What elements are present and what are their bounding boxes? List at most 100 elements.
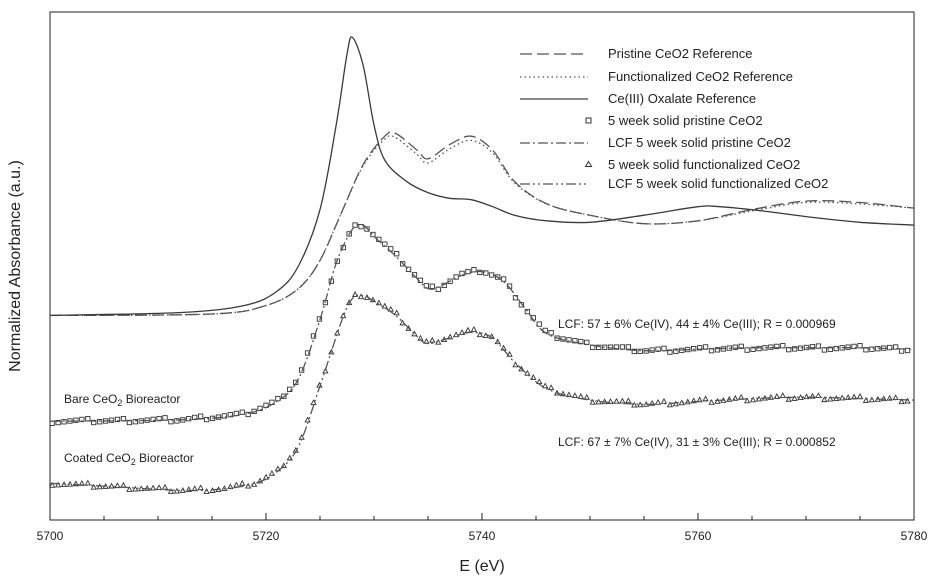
legend-label-lcf-functionalized: LCF 5 week solid functionalized CeO2 [608, 176, 828, 191]
data-point-triangle [245, 482, 252, 489]
data-point-square [239, 409, 245, 415]
data-point-triangle [815, 392, 822, 399]
data-point-square [411, 272, 418, 278]
data-point-triangle [708, 398, 715, 405]
data-point-triangle [809, 392, 816, 399]
data-point-square [471, 267, 477, 273]
series-oxalate-ref-line [49, 36, 915, 317]
series-oxalate-ref [49, 36, 915, 317]
label-coated-bioreactor: Coated CeO2 Bioreactor [64, 451, 194, 467]
legend: Pristine CeO2 Reference Functionalized C… [520, 46, 828, 191]
data-point-square [792, 346, 798, 352]
data-point-triangle [595, 398, 602, 405]
data-point-square [780, 343, 786, 349]
data-point-triangle [334, 329, 341, 336]
data-point-square [364, 226, 370, 232]
data-point-triangle [886, 394, 893, 401]
data-point-square [174, 418, 180, 424]
data-point-square [150, 416, 156, 423]
data-point-square [601, 344, 608, 350]
data-point-triangle [530, 374, 537, 380]
data-point-triangle [690, 397, 697, 404]
data-point-triangle [476, 331, 483, 338]
data-point-triangle [233, 481, 240, 488]
data-point-square [732, 344, 738, 350]
x-tick-label: 5780 [901, 529, 928, 543]
x-tick-label: 5740 [469, 529, 496, 543]
data-point-square [198, 413, 204, 419]
data-point-square [477, 269, 483, 276]
series-lcf-pristine-line [49, 223, 915, 422]
data-point-square [114, 416, 121, 423]
data-point-triangle [743, 397, 751, 404]
data-point-triangle [72, 480, 80, 487]
x-tick-label: 5720 [253, 529, 280, 543]
data-point-square [108, 417, 115, 423]
data-point-square [661, 345, 667, 352]
data-point-triangle [559, 390, 567, 397]
data-point-triangle [90, 483, 97, 490]
data-point-square [483, 270, 489, 276]
data-point-square [346, 231, 352, 237]
data-point-triangle [726, 395, 733, 402]
data-point-square [257, 405, 263, 412]
data-point-square [809, 344, 816, 350]
series-lcf-functionalized [49, 294, 915, 492]
legend-label-pristine-ref: Pristine CeO2 Reference [608, 46, 753, 61]
data-point-triangle [132, 485, 139, 492]
data-point-square [869, 346, 875, 352]
data-point-square [186, 416, 192, 422]
data-point-triangle [60, 481, 68, 487]
data-point-square [287, 386, 293, 392]
data-point-square [625, 344, 631, 350]
data-point-triangle [262, 473, 270, 480]
data-point-triangle [155, 484, 163, 491]
data-point-square [631, 348, 637, 355]
data-point-square [887, 344, 893, 351]
legend-label-functionalized-ref: Functionalized CeO2 Reference [608, 69, 793, 84]
data-point-square [61, 419, 67, 425]
data-point-square [857, 343, 863, 349]
data-point-triangle [844, 394, 852, 400]
data-point-triangle [880, 395, 887, 402]
annotation-pristine-fit: LCF: 57 ± 6% Ce(IV), 44 ± 4% Ce(III); R … [558, 317, 836, 331]
data-point-square [405, 266, 412, 272]
data-point-triangle [732, 394, 739, 401]
data-point-triangle [797, 394, 804, 400]
data-point-triangle [49, 482, 56, 488]
data-point-triangle [357, 293, 365, 300]
data-point-square [495, 274, 501, 280]
data-point-triangle [149, 484, 157, 491]
data-point-square [55, 419, 61, 426]
data-point-square [637, 348, 643, 354]
data-point-triangle [631, 401, 638, 408]
data-point-square [566, 337, 572, 343]
data-point-square [726, 345, 732, 351]
data-point-triangle [666, 401, 674, 408]
data-point-triangle [328, 348, 335, 355]
data-point-square [97, 419, 103, 425]
data-point-square [750, 346, 756, 352]
data-point-triangle [405, 325, 412, 331]
data-point-triangle [524, 369, 531, 376]
data-point-triangle [512, 361, 519, 368]
data-point-triangle [785, 395, 792, 402]
data-point-square [714, 347, 721, 353]
data-point-square [394, 251, 400, 257]
data-point-square [827, 346, 833, 352]
data-point-square [304, 350, 311, 356]
data-point-square [429, 283, 435, 289]
data-point-triangle [868, 396, 876, 403]
data-point-triangle [542, 382, 549, 389]
data-point-triangle [393, 309, 400, 316]
data-point-square [691, 346, 697, 352]
annotation-functionalized-fit: LCF: 67 ± 7% Ce(IV), 31 ± 3% Ce(III); R … [558, 435, 836, 449]
data-point-triangle [375, 299, 383, 306]
data-point-triangle [749, 396, 757, 403]
series-layer [49, 36, 915, 494]
data-point-square [245, 411, 251, 418]
data-point-square [370, 231, 376, 238]
data-point-square [815, 343, 822, 349]
data-point-triangle [648, 399, 656, 406]
